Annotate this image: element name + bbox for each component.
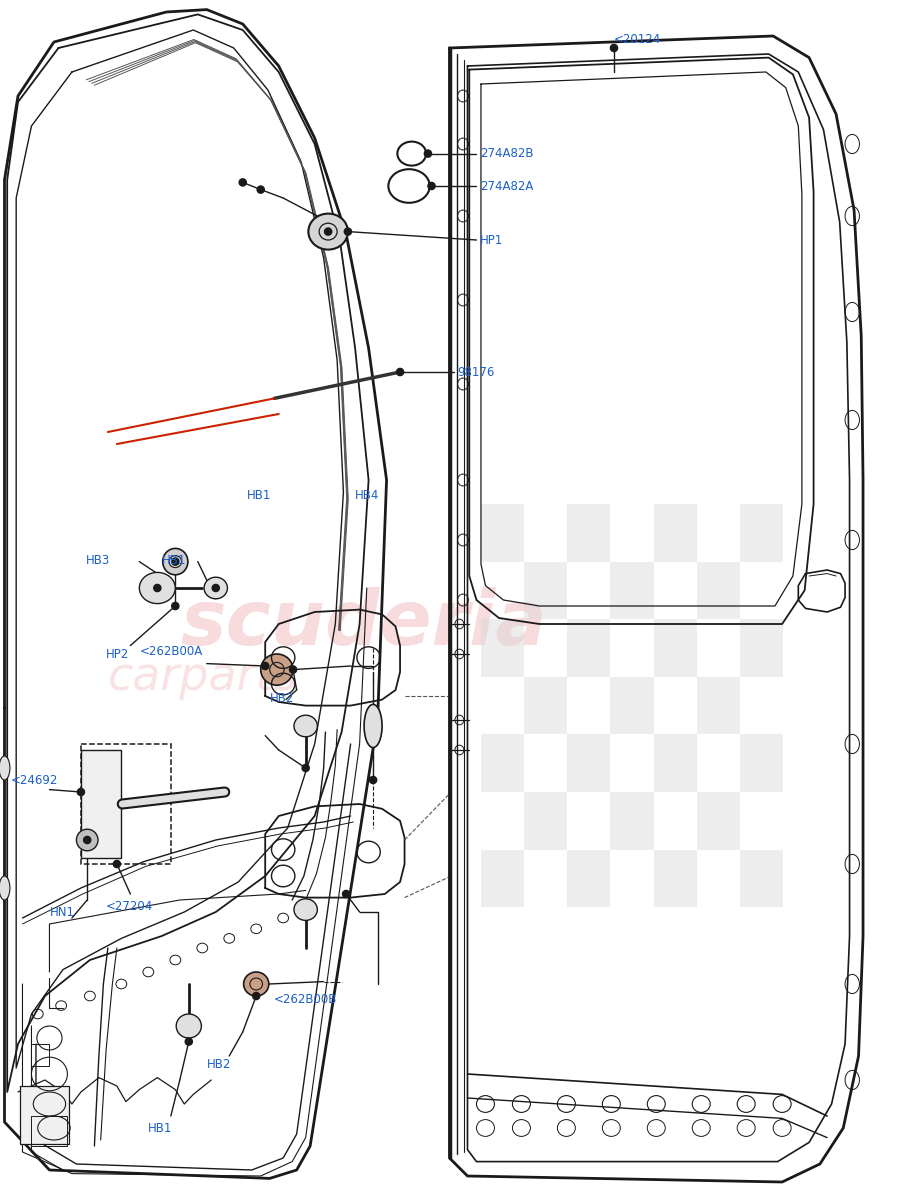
Ellipse shape bbox=[610, 44, 618, 52]
Bar bbox=[481, 850, 524, 907]
Ellipse shape bbox=[244, 972, 269, 996]
Text: <20124: <20124 bbox=[614, 32, 662, 46]
Ellipse shape bbox=[113, 860, 120, 868]
Ellipse shape bbox=[325, 228, 332, 235]
Text: scuderia: scuderia bbox=[180, 587, 547, 661]
Ellipse shape bbox=[84, 836, 91, 844]
Text: HB2: HB2 bbox=[270, 692, 294, 704]
Ellipse shape bbox=[308, 214, 348, 250]
Bar bbox=[481, 504, 524, 562]
Text: HB1: HB1 bbox=[148, 1122, 173, 1134]
Ellipse shape bbox=[0, 756, 10, 780]
Bar bbox=[524, 562, 567, 619]
Bar bbox=[740, 850, 783, 907]
Text: <262B00B: <262B00B bbox=[274, 994, 337, 1006]
Bar bbox=[654, 619, 697, 677]
Bar bbox=[20, 1086, 69, 1144]
Bar bbox=[654, 734, 697, 792]
Bar bbox=[697, 562, 740, 619]
Ellipse shape bbox=[302, 764, 309, 772]
Ellipse shape bbox=[344, 228, 352, 235]
Ellipse shape bbox=[262, 662, 269, 670]
Bar bbox=[567, 619, 610, 677]
Ellipse shape bbox=[261, 654, 293, 685]
Text: HN1: HN1 bbox=[49, 906, 75, 918]
Ellipse shape bbox=[424, 150, 432, 157]
Ellipse shape bbox=[139, 572, 175, 604]
Ellipse shape bbox=[257, 186, 264, 193]
Bar bbox=[567, 850, 610, 907]
Ellipse shape bbox=[364, 704, 382, 748]
Text: <27204: <27204 bbox=[106, 900, 154, 912]
Bar bbox=[31, 1044, 49, 1066]
Ellipse shape bbox=[185, 1038, 192, 1045]
Text: HB4: HB4 bbox=[355, 490, 379, 502]
Text: carparts: carparts bbox=[108, 655, 298, 701]
Ellipse shape bbox=[172, 558, 179, 565]
Bar bbox=[567, 734, 610, 792]
Text: HB2: HB2 bbox=[207, 1058, 231, 1070]
Bar bbox=[697, 677, 740, 734]
Ellipse shape bbox=[154, 584, 161, 592]
Text: 274A82A: 274A82A bbox=[480, 180, 533, 192]
Ellipse shape bbox=[163, 548, 188, 575]
Text: HB3: HB3 bbox=[85, 554, 110, 566]
Text: HB1: HB1 bbox=[162, 554, 186, 566]
Bar bbox=[740, 504, 783, 562]
Ellipse shape bbox=[428, 182, 435, 190]
Ellipse shape bbox=[289, 666, 297, 673]
Ellipse shape bbox=[369, 776, 377, 784]
Ellipse shape bbox=[212, 584, 219, 592]
Bar bbox=[524, 677, 567, 734]
Bar bbox=[524, 792, 567, 850]
Bar bbox=[610, 792, 654, 850]
Ellipse shape bbox=[77, 788, 85, 796]
Ellipse shape bbox=[343, 890, 350, 898]
Bar bbox=[81, 744, 171, 864]
Ellipse shape bbox=[0, 876, 10, 900]
Bar bbox=[31, 1116, 67, 1146]
Bar bbox=[481, 734, 524, 792]
Ellipse shape bbox=[253, 992, 260, 1000]
Bar bbox=[481, 619, 524, 677]
Ellipse shape bbox=[396, 368, 404, 376]
Ellipse shape bbox=[204, 577, 227, 599]
Text: HB1: HB1 bbox=[247, 490, 271, 502]
Bar bbox=[654, 850, 697, 907]
Text: <24692: <24692 bbox=[11, 774, 58, 786]
Bar bbox=[567, 504, 610, 562]
Ellipse shape bbox=[239, 179, 246, 186]
Bar bbox=[610, 562, 654, 619]
Ellipse shape bbox=[294, 715, 317, 737]
Text: 274A82B: 274A82B bbox=[480, 148, 534, 160]
Ellipse shape bbox=[76, 829, 98, 851]
Ellipse shape bbox=[172, 602, 179, 610]
Ellipse shape bbox=[294, 899, 317, 920]
Ellipse shape bbox=[176, 1014, 201, 1038]
Bar bbox=[654, 504, 697, 562]
Text: HP1: HP1 bbox=[480, 234, 503, 246]
Bar bbox=[81, 750, 121, 858]
Bar bbox=[740, 619, 783, 677]
Bar bbox=[610, 677, 654, 734]
Text: 98176: 98176 bbox=[458, 366, 495, 378]
Text: <262B00A: <262B00A bbox=[139, 646, 202, 658]
Text: HP2: HP2 bbox=[106, 648, 129, 660]
Bar bbox=[697, 792, 740, 850]
Bar bbox=[740, 734, 783, 792]
